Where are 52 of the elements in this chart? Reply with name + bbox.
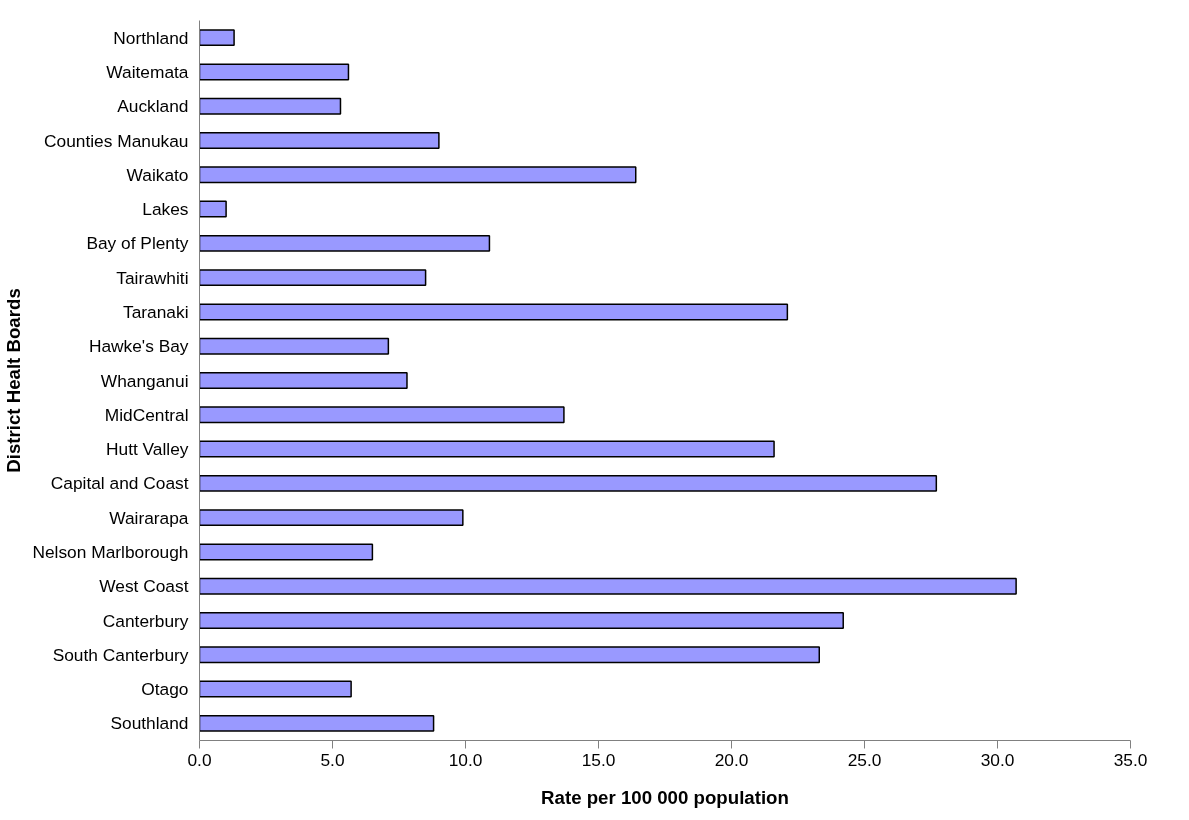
y-tick-label: Lakes xyxy=(142,199,189,220)
y-tick-label: Counties Manukau xyxy=(44,130,189,151)
bar xyxy=(199,166,637,184)
y-tick-label: Waitemata xyxy=(106,61,189,82)
y-tick-label: Tairawhiti xyxy=(116,267,189,288)
bar xyxy=(199,543,374,561)
y-tick-label: Hutt Valley xyxy=(106,439,189,460)
bar xyxy=(199,406,565,424)
y-tick-label: Canterbury xyxy=(102,610,189,631)
y-axis-title: District Healt Boards xyxy=(3,288,25,473)
bar xyxy=(199,474,938,492)
y-tick-label: MidCentral xyxy=(104,404,189,425)
x-tick-label: 0.0 xyxy=(187,749,212,770)
x-axis-title: Rate per 100 000 population xyxy=(541,786,789,808)
bar xyxy=(199,269,427,287)
bar xyxy=(199,97,342,115)
bar xyxy=(199,509,464,527)
bar xyxy=(199,577,1017,595)
y-tick-label: Northland xyxy=(113,27,189,48)
y-tick-label: Hawke's Bay xyxy=(88,336,189,357)
bar xyxy=(199,200,227,218)
y-tick-label: South Canterbury xyxy=(52,644,189,665)
y-tick-label: Taranaki xyxy=(123,301,189,322)
bar xyxy=(199,646,821,664)
bar xyxy=(199,680,352,698)
y-tick-label: Nelson Marlborough xyxy=(32,541,189,562)
bar xyxy=(199,234,491,252)
bar xyxy=(199,303,789,321)
bar xyxy=(199,132,440,149)
x-tick-label: 35.0 xyxy=(1113,749,1148,770)
y-tick-label: Waikato xyxy=(126,164,189,185)
bar xyxy=(199,440,775,458)
y-tick-label: Whanganui xyxy=(100,370,189,391)
x-tick-label: 30.0 xyxy=(980,749,1015,770)
y-tick-label: Bay of Plenty xyxy=(86,233,189,254)
bar xyxy=(199,714,435,732)
bar xyxy=(199,337,390,355)
y-tick-label: Otago xyxy=(141,679,189,700)
y-tick-label: Wairarapa xyxy=(109,507,189,528)
bar xyxy=(199,372,408,389)
x-tick-label: 5.0 xyxy=(320,749,345,770)
x-tick-label: 25.0 xyxy=(847,749,882,770)
y-tick-label: Southland xyxy=(110,713,189,734)
y-tick-label: West Coast xyxy=(99,576,189,597)
bar xyxy=(199,63,350,81)
y-tick-label: Auckland xyxy=(117,96,189,117)
bar xyxy=(199,612,844,629)
x-tick-label: 20.0 xyxy=(714,749,749,770)
x-tick-label: 10.0 xyxy=(448,749,483,770)
y-tick-label: Capital and Coast xyxy=(50,473,189,494)
bar xyxy=(199,29,235,47)
x-tick-label: 15.0 xyxy=(581,749,616,770)
